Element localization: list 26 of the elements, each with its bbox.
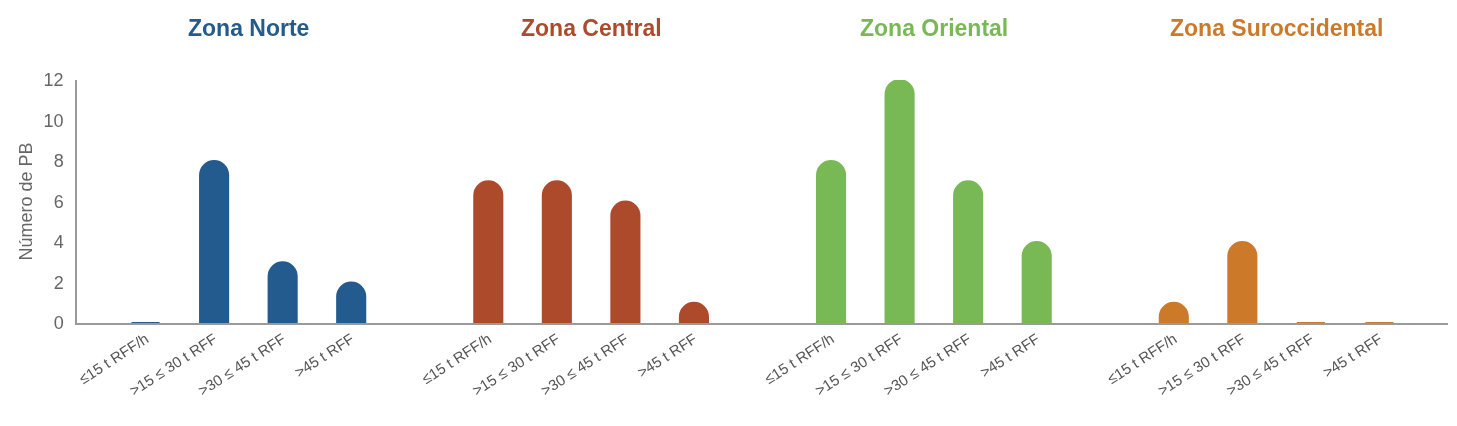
bar xyxy=(884,80,915,323)
text: Zona Oriental xyxy=(860,15,1009,41)
y-tick-label: 8 xyxy=(53,151,64,172)
x-tick-label: >45 t RFF xyxy=(976,329,1043,381)
text: Zona Suroccidental xyxy=(1170,15,1384,41)
y-tick-label: 0 xyxy=(53,313,64,334)
bar xyxy=(610,200,641,323)
bar xyxy=(541,180,572,323)
y-tick-label: 2 xyxy=(53,272,64,293)
bar xyxy=(1227,241,1258,323)
x-tick-label: >45 t RFF xyxy=(1319,329,1386,381)
bar xyxy=(199,160,230,323)
bar xyxy=(473,180,504,323)
y-tick-label: 4 xyxy=(53,232,64,253)
y-tick-label: 12 xyxy=(43,70,64,91)
y-tick-label: 6 xyxy=(53,191,64,212)
bar xyxy=(1021,241,1052,323)
bar xyxy=(953,180,984,323)
text: Zona Norte xyxy=(188,15,310,41)
bar xyxy=(816,160,847,323)
y-tick-label: 10 xyxy=(43,110,64,131)
y-axis-title: Número de PB xyxy=(16,142,37,261)
x-tick-label: >45 t RFF xyxy=(291,329,357,381)
text: Zona Central xyxy=(521,15,662,41)
bar xyxy=(267,261,298,323)
x-tick-label: >45 t RFF xyxy=(634,329,700,381)
